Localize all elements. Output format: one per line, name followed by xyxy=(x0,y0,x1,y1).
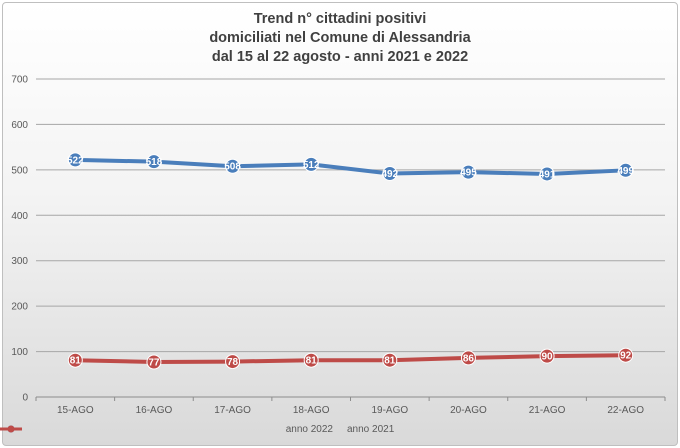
x-tick-label-22-AGO: 22-AGO xyxy=(607,405,644,416)
data-point-anno-2021-15-AGO xyxy=(67,352,83,368)
x-tick-label-15-AGO: 15-AGO xyxy=(57,405,94,416)
data-label-anno-2021-21-AGO: 90 xyxy=(542,352,554,363)
data-point-anno-2021-16-AGO xyxy=(146,354,162,370)
data-point-anno-2022-18-AGO xyxy=(303,156,319,172)
data-label-anno-2021-15-AGO: 81 xyxy=(70,356,82,367)
data-label-anno-2022-21-AGO: 491 xyxy=(539,169,556,180)
chart-title-line-3: dal 15 al 22 agosto - anni 2021 e 2022 xyxy=(211,49,469,65)
y-tick-label-400: 400 xyxy=(11,211,28,222)
data-point-anno-2022-22-AGO xyxy=(618,162,634,178)
data-label-anno-2022-22-AGO: 499 xyxy=(617,166,634,177)
y-tick-label-0: 0 xyxy=(22,393,28,404)
data-label-anno-2022-18-AGO: 512 xyxy=(303,160,320,171)
data-label-anno-2022-15-AGO: 522 xyxy=(67,155,84,166)
data-point-anno-2021-22-AGO xyxy=(618,347,634,363)
x-tick-label-20-AGO: 20-AGO xyxy=(450,405,487,416)
y-tick-label-300: 300 xyxy=(11,256,28,267)
data-label-anno-2022-20-AGO: 495 xyxy=(460,168,477,179)
y-tick-label-700: 700 xyxy=(11,75,28,86)
x-tick-label-17-AGO: 17-AGO xyxy=(214,405,251,416)
data-label-anno-2022-17-AGO: 508 xyxy=(224,162,241,173)
chart-legend: anno 2022 anno 2021 xyxy=(0,424,680,435)
data-point-anno-2021-21-AGO xyxy=(539,348,555,364)
y-tick-label-100: 100 xyxy=(11,347,28,358)
x-tick-label-21-AGO: 21-AGO xyxy=(529,405,566,416)
data-label-anno-2022-19-AGO: 492 xyxy=(381,169,398,180)
x-tick-label-16-AGO: 16-AGO xyxy=(136,405,173,416)
data-label-anno-2021-22-AGO: 92 xyxy=(620,351,632,362)
y-tick-label-200: 200 xyxy=(11,302,28,313)
legend-label-2021: anno 2021 xyxy=(347,424,395,435)
legend-item-2022: anno 2022 xyxy=(0,424,333,435)
x-tick-label-19-AGO: 19-AGO xyxy=(371,405,408,416)
y-tick-label-500: 500 xyxy=(11,165,28,176)
data-point-anno-2022-21-AGO xyxy=(539,166,555,182)
data-point-anno-2022-15-AGO xyxy=(67,152,83,168)
data-label-anno-2022-16-AGO: 518 xyxy=(146,157,163,168)
chart-title-line-1: Trend n° cittadini positivi xyxy=(253,11,427,27)
legend-swatch-2021 xyxy=(0,425,22,433)
data-label-anno-2021-19-AGO: 81 xyxy=(384,356,396,367)
chart-title: Trend n° cittadini positivi domiciliati … xyxy=(0,10,680,67)
data-point-anno-2022-17-AGO xyxy=(225,158,241,174)
series-line-anno-2022 xyxy=(73,157,628,176)
data-point-anno-2021-20-AGO xyxy=(460,350,476,366)
data-point-anno-2021-17-AGO xyxy=(225,354,241,370)
data-point-anno-2021-18-AGO xyxy=(303,352,319,368)
legend-item-2021: anno 2021 xyxy=(0,424,395,435)
data-point-anno-2021-19-AGO xyxy=(382,352,398,368)
data-label-anno-2021-17-AGO: 78 xyxy=(227,357,239,368)
data-point-anno-2022-16-AGO xyxy=(146,154,162,170)
data-label-anno-2021-20-AGO: 86 xyxy=(463,353,475,364)
series-line-anno-2021 xyxy=(73,353,628,365)
data-label-anno-2021-16-AGO: 77 xyxy=(148,358,160,369)
chart-title-line-2: domiciliati nel Comune di Alessandria xyxy=(209,30,471,46)
x-tick-label-18-AGO: 18-AGO xyxy=(293,405,330,416)
y-tick-label-600: 600 xyxy=(11,120,28,131)
legend-label-2022: anno 2022 xyxy=(285,424,333,435)
data-point-anno-2022-20-AGO xyxy=(460,164,476,180)
legend-marker-2021 xyxy=(7,425,15,433)
data-point-anno-2022-19-AGO xyxy=(382,165,398,181)
data-label-anno-2021-18-AGO: 81 xyxy=(306,356,318,367)
